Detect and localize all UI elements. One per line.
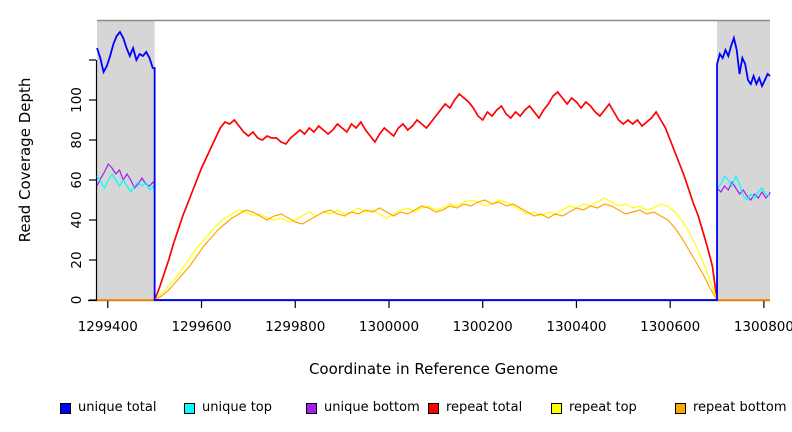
repeat-top-swatch-icon: [551, 402, 562, 414]
unique-total-swatch-icon: [60, 402, 71, 414]
series-line-unique-top: [96, 172, 770, 301]
x-tick-label: 1300800: [734, 319, 792, 335]
x-tick-label: 1299400: [78, 319, 138, 335]
series-line-unique-total: [96, 30, 771, 301]
repeat-total-swatch-icon: [428, 402, 439, 414]
series-line-unique-bottom: [96, 162, 771, 301]
chart-legend: unique total unique top unique bottom re…: [0, 399, 792, 419]
x-tick-label: 1300600: [640, 319, 700, 335]
unique-top-swatch-icon: [184, 402, 195, 414]
legend-label: unique bottom: [324, 400, 420, 415]
y-tick-label: 0: [69, 296, 85, 305]
shaded-region: [97, 20, 155, 300]
legend-label: repeat total: [446, 400, 523, 415]
legend-item-repeat-top: repeat top: [551, 399, 637, 417]
legend-item-unique-bottom: unique bottom: [306, 399, 420, 417]
y-tick-label: 100: [69, 87, 85, 113]
legend-item-repeat-bottom: repeat bottom: [675, 399, 787, 417]
x-tick-label: 1300200: [453, 319, 513, 335]
y-tick-label: 80: [69, 131, 85, 148]
legend-item-repeat-total: repeat total: [428, 399, 522, 417]
coverage-chart-svg: 1299400 1299600 1299800 1300000 1300200 13004…: [16, 19, 792, 378]
legend-label: unique top: [202, 400, 273, 415]
x-tick-label: 1300000: [359, 319, 419, 335]
y-tick-label: 40: [69, 211, 85, 228]
x-axis-title: Coordinate in Reference Genome: [309, 360, 558, 378]
legend-label: repeat bottom: [693, 400, 787, 415]
x-tick-label: 1299800: [265, 319, 325, 335]
y-axis-title: Read Coverage Depth: [16, 78, 34, 243]
legend-label: unique total: [78, 400, 157, 415]
repeat-bottom-swatch-icon: [675, 402, 686, 414]
legend-item-unique-top: unique top: [184, 399, 272, 417]
series-line-repeat-bottom: [97, 199, 770, 301]
y-tick-label: 20: [69, 251, 85, 268]
y-tick-label: 60: [69, 171, 85, 188]
legend-item-unique-total: unique total: [60, 399, 156, 417]
legend-label: repeat top: [569, 400, 637, 415]
shaded-region: [717, 20, 770, 300]
x-tick-label: 1300400: [546, 319, 606, 335]
x-tick-label: 1299600: [171, 319, 231, 335]
series-line-repeat-top: [97, 197, 770, 301]
unique-bottom-swatch-icon: [306, 402, 317, 414]
series-line-repeat-total: [97, 90, 770, 301]
